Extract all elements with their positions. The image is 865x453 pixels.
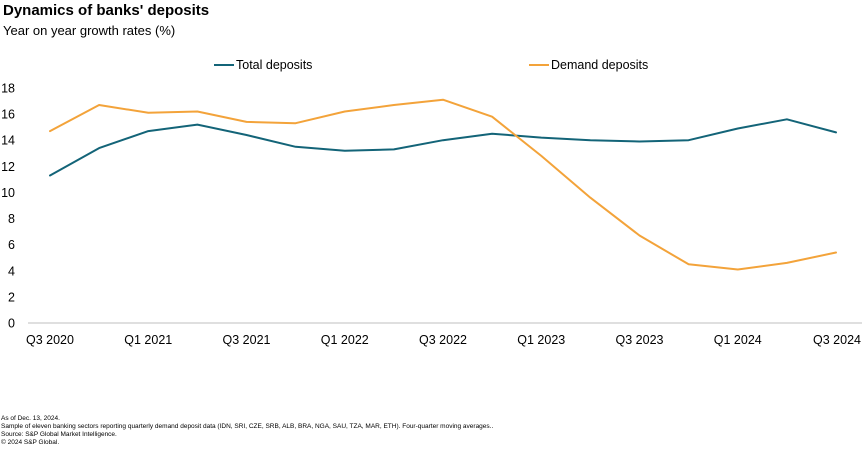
x-tick-label: Q1 2022 — [321, 333, 369, 347]
y-tick-label: 14 — [1, 134, 15, 148]
legend: Total deposits Demand deposits — [214, 58, 648, 72]
y-tick-label: 10 — [1, 186, 15, 200]
y-tick-label: 12 — [1, 160, 15, 174]
footnote-source: Source: S&P Global Market Intelligence. — [1, 431, 117, 438]
legend-label: Demand deposits — [551, 58, 648, 72]
y-tick-label: 4 — [8, 264, 15, 278]
y-tick-label: 8 — [8, 212, 15, 226]
x-tick-label: Q3 2024 — [813, 333, 861, 347]
x-tick-label: Q3 2021 — [223, 333, 271, 347]
footnote-copyright: © 2024 S&P Global. — [1, 439, 60, 446]
x-axis: Q3 2020 Q1 2021 Q3 2021 Q1 2022 Q3 2022 Q1 20… — [26, 322, 862, 347]
chart-subtitle: Year on year growth rates (%) — [3, 23, 176, 38]
y-tick-label: 6 — [8, 238, 15, 252]
x-tick-label: Q3 2020 — [26, 333, 74, 347]
y-tick-label: 16 — [1, 108, 15, 122]
series-line-demand-deposits — [49, 98, 837, 271]
y-tick-label: 0 — [8, 317, 15, 331]
legend-label: Total deposits — [236, 58, 312, 72]
x-tick-label: Q1 2023 — [517, 333, 565, 347]
footnote-as-of: As of Dec. 13, 2024. — [1, 415, 60, 422]
x-tick-label: Q1 2024 — [714, 333, 762, 347]
y-axis: 0 2 4 6 8 10 12 14 16 18 — [1, 82, 15, 331]
chart-title: Dynamics of banks' deposits — [3, 2, 210, 19]
x-tick-label: Q1 2021 — [124, 333, 172, 347]
x-tick-label: Q3 2023 — [616, 333, 664, 347]
y-tick-label: 2 — [8, 290, 15, 304]
footnote-sample: Sample of eleven banking sectors reporti… — [1, 423, 494, 430]
x-tick-label: Q3 2022 — [419, 333, 467, 347]
y-tick-label: 18 — [1, 82, 15, 96]
footnotes: As of Dec. 13, 2024. Sample of eleven ba… — [1, 415, 493, 447]
series-line-total-deposits — [49, 118, 837, 177]
plot-area — [49, 98, 837, 271]
